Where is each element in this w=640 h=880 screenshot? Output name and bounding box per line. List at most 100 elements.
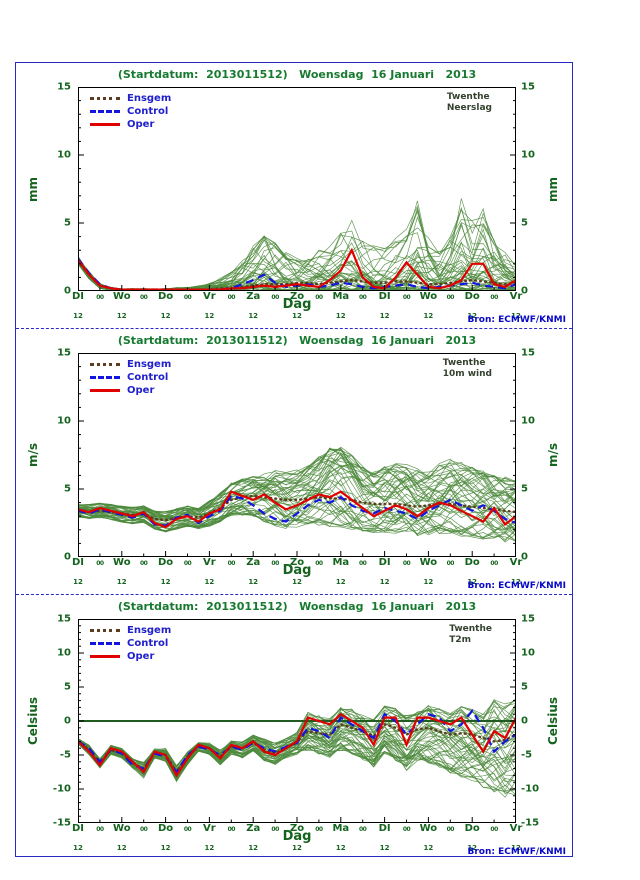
station-label: Twenthe T2m bbox=[449, 624, 492, 646]
x-tick-day-label: Vr bbox=[509, 557, 523, 568]
legend-row-control: Control bbox=[90, 371, 171, 384]
x-tick-day-label: Ma bbox=[332, 557, 350, 568]
x-tick-hour00-label: 00 bbox=[446, 294, 455, 301]
x-axis-label: Dag bbox=[282, 563, 312, 578]
x-tick-hour12-label: 12 bbox=[248, 312, 259, 320]
control-line-sample bbox=[90, 642, 120, 645]
y-tick-labels-right: 0 5 10 15 bbox=[518, 329, 554, 594]
source-credit: Bron: ECMWF/KNMI bbox=[467, 581, 566, 591]
x-tick-hour12-label: 12 bbox=[160, 312, 171, 320]
x-tick-hour12-label: 12 bbox=[204, 312, 215, 320]
station-name: Twenthe bbox=[449, 624, 492, 634]
x-hour-labels: 12 12 12 12 12 12 12 12 12 12 12 bbox=[73, 578, 521, 587]
x-tick-hour12-label: 12 bbox=[423, 312, 434, 320]
legend-label-ensgem: Ensgem bbox=[127, 359, 172, 370]
x-tick-day-label: DI bbox=[378, 291, 391, 302]
x-tick-day-label: DI bbox=[378, 823, 391, 834]
y-tick-label-right: 5 bbox=[521, 483, 528, 495]
control-line-sample bbox=[90, 110, 120, 113]
x-tick-day-label: Wo bbox=[419, 291, 438, 302]
y-tick-label-right: 10 bbox=[521, 415, 535, 427]
x-tick-hour12-label: 12 bbox=[423, 844, 434, 852]
x-tick-hour12-label: 12 bbox=[160, 578, 171, 586]
legend-label-control: Control bbox=[127, 106, 169, 117]
x-tick-day-label: Zo bbox=[289, 291, 305, 302]
x-tick-day-label: Do bbox=[464, 823, 480, 834]
x-tick-day-label: Vr bbox=[203, 291, 216, 302]
x-tick-hour00-label: 00 bbox=[315, 294, 323, 301]
y-tick-label-right: 15 bbox=[521, 347, 535, 359]
legend: Ensgem Control Oper bbox=[90, 92, 171, 131]
legend: Ensgem Control Oper bbox=[90, 624, 171, 663]
y-tick-label-right: 15 bbox=[521, 613, 535, 625]
x-tick-hour12-label: 12 bbox=[204, 578, 215, 586]
legend-row-control: Control bbox=[90, 637, 171, 650]
forecast-plume-frame: (Startdatum: 2013011512) Woensdag 16 Jan… bbox=[15, 62, 573, 857]
y-tick-labels-right: 0 5 10 15 bbox=[518, 63, 554, 328]
legend-label-oper: Oper bbox=[127, 651, 155, 662]
control-line-sample bbox=[90, 376, 120, 379]
y-tick-label-left: -5 bbox=[59, 749, 71, 761]
x-tick-hour00-label: 00 bbox=[183, 560, 192, 567]
oper-line-sample bbox=[90, 655, 120, 658]
x-tick-hour00-label: 00 bbox=[402, 560, 411, 567]
x-tick-day-label: Wo bbox=[419, 557, 438, 568]
x-tick-day-label: Vr bbox=[203, 557, 216, 568]
y-tick-label-left: 0 bbox=[64, 285, 71, 297]
temperature-plot bbox=[78, 619, 516, 823]
plot-area: Ensgem Control Oper Twenthe Neerslag bbox=[78, 87, 516, 291]
x-tick-hour12-label: 12 bbox=[73, 312, 83, 320]
legend-row-oper: Oper bbox=[90, 384, 171, 397]
x-tick-hour12-label: 12 bbox=[335, 578, 346, 586]
legend-row-control: Control bbox=[90, 105, 171, 118]
ensgem-line-sample bbox=[90, 629, 120, 632]
x-tick-hour12-label: 12 bbox=[423, 578, 434, 586]
legend-row-oper: Oper bbox=[90, 650, 171, 663]
y-tick-label-right: 5 bbox=[521, 681, 528, 693]
legend-row-ensgem: Ensgem bbox=[90, 358, 171, 371]
x-tick-hour00-label: 00 bbox=[227, 826, 236, 833]
x-tick-hour12-label: 12 bbox=[335, 844, 346, 852]
x-tick-labels: DI 00 Wo 00 Do 00 Vr 00 Za 00 Zo 00 Ma 00 DI 00 Wo 00 Do 00… bbox=[72, 823, 522, 836]
y-tick-label-left: 15 bbox=[57, 347, 71, 359]
x-tick-hour00-label: 00 bbox=[96, 826, 104, 833]
y-tick-label-right: 0 bbox=[521, 715, 528, 727]
oper-line-sample bbox=[90, 123, 120, 126]
x-tick-hour12-label: 12 bbox=[248, 578, 259, 586]
x-tick-hour00-label: 00 bbox=[490, 294, 498, 301]
x-axis-label: Dag bbox=[282, 829, 312, 844]
x-tick-hour12-label: 12 bbox=[467, 844, 478, 852]
x-tick-hour00-label: 00 bbox=[140, 560, 148, 567]
y-tick-label-right: 15 bbox=[521, 81, 535, 93]
x-tick-hour12-label: 12 bbox=[379, 578, 390, 586]
y-tick-label-left: 5 bbox=[64, 483, 71, 495]
x-tick-hour00-label: 00 bbox=[490, 560, 498, 567]
x-tick-day-label: DI bbox=[71, 291, 85, 302]
x-tick-hour12-label: 12 bbox=[160, 844, 171, 852]
legend-row-oper: Oper bbox=[90, 118, 171, 131]
x-tick-day-label: Do bbox=[464, 557, 480, 568]
wind-plot bbox=[78, 353, 516, 557]
x-tick-hour00-label: 00 bbox=[446, 560, 455, 567]
y-tick-labels-left: -15 -10 -5 0 5 10 15 bbox=[38, 595, 74, 860]
x-axis-label: Dag bbox=[282, 297, 312, 312]
y-tick-label-right: -15 bbox=[521, 817, 540, 829]
x-tick-hour12-label: 12 bbox=[73, 578, 83, 586]
x-tick-hour00-label: 00 bbox=[359, 294, 367, 301]
station-variable: Neerslag bbox=[446, 103, 492, 113]
x-tick-day-label: DI bbox=[71, 557, 85, 568]
y-tick-label-right: -10 bbox=[521, 783, 540, 795]
legend-label-ensgem: Ensgem bbox=[127, 625, 172, 636]
x-tick-day-label: DI bbox=[71, 823, 85, 834]
x-tick-day-label: Ma bbox=[332, 291, 350, 302]
x-tick-hour12-label: 12 bbox=[335, 312, 346, 320]
x-tick-hour00-label: 00 bbox=[227, 294, 236, 301]
legend-label-oper: Oper bbox=[127, 119, 155, 130]
x-tick-day-label: Wo bbox=[113, 557, 131, 568]
x-tick-hour12-label: 12 bbox=[467, 578, 478, 586]
x-tick-hour00-label: 00 bbox=[490, 826, 498, 833]
x-tick-hour12-label: 12 bbox=[379, 312, 390, 320]
legend: Ensgem Control Oper bbox=[90, 358, 171, 397]
legend-label-control: Control bbox=[127, 372, 169, 383]
x-tick-hour12-label: 12 bbox=[116, 578, 127, 586]
